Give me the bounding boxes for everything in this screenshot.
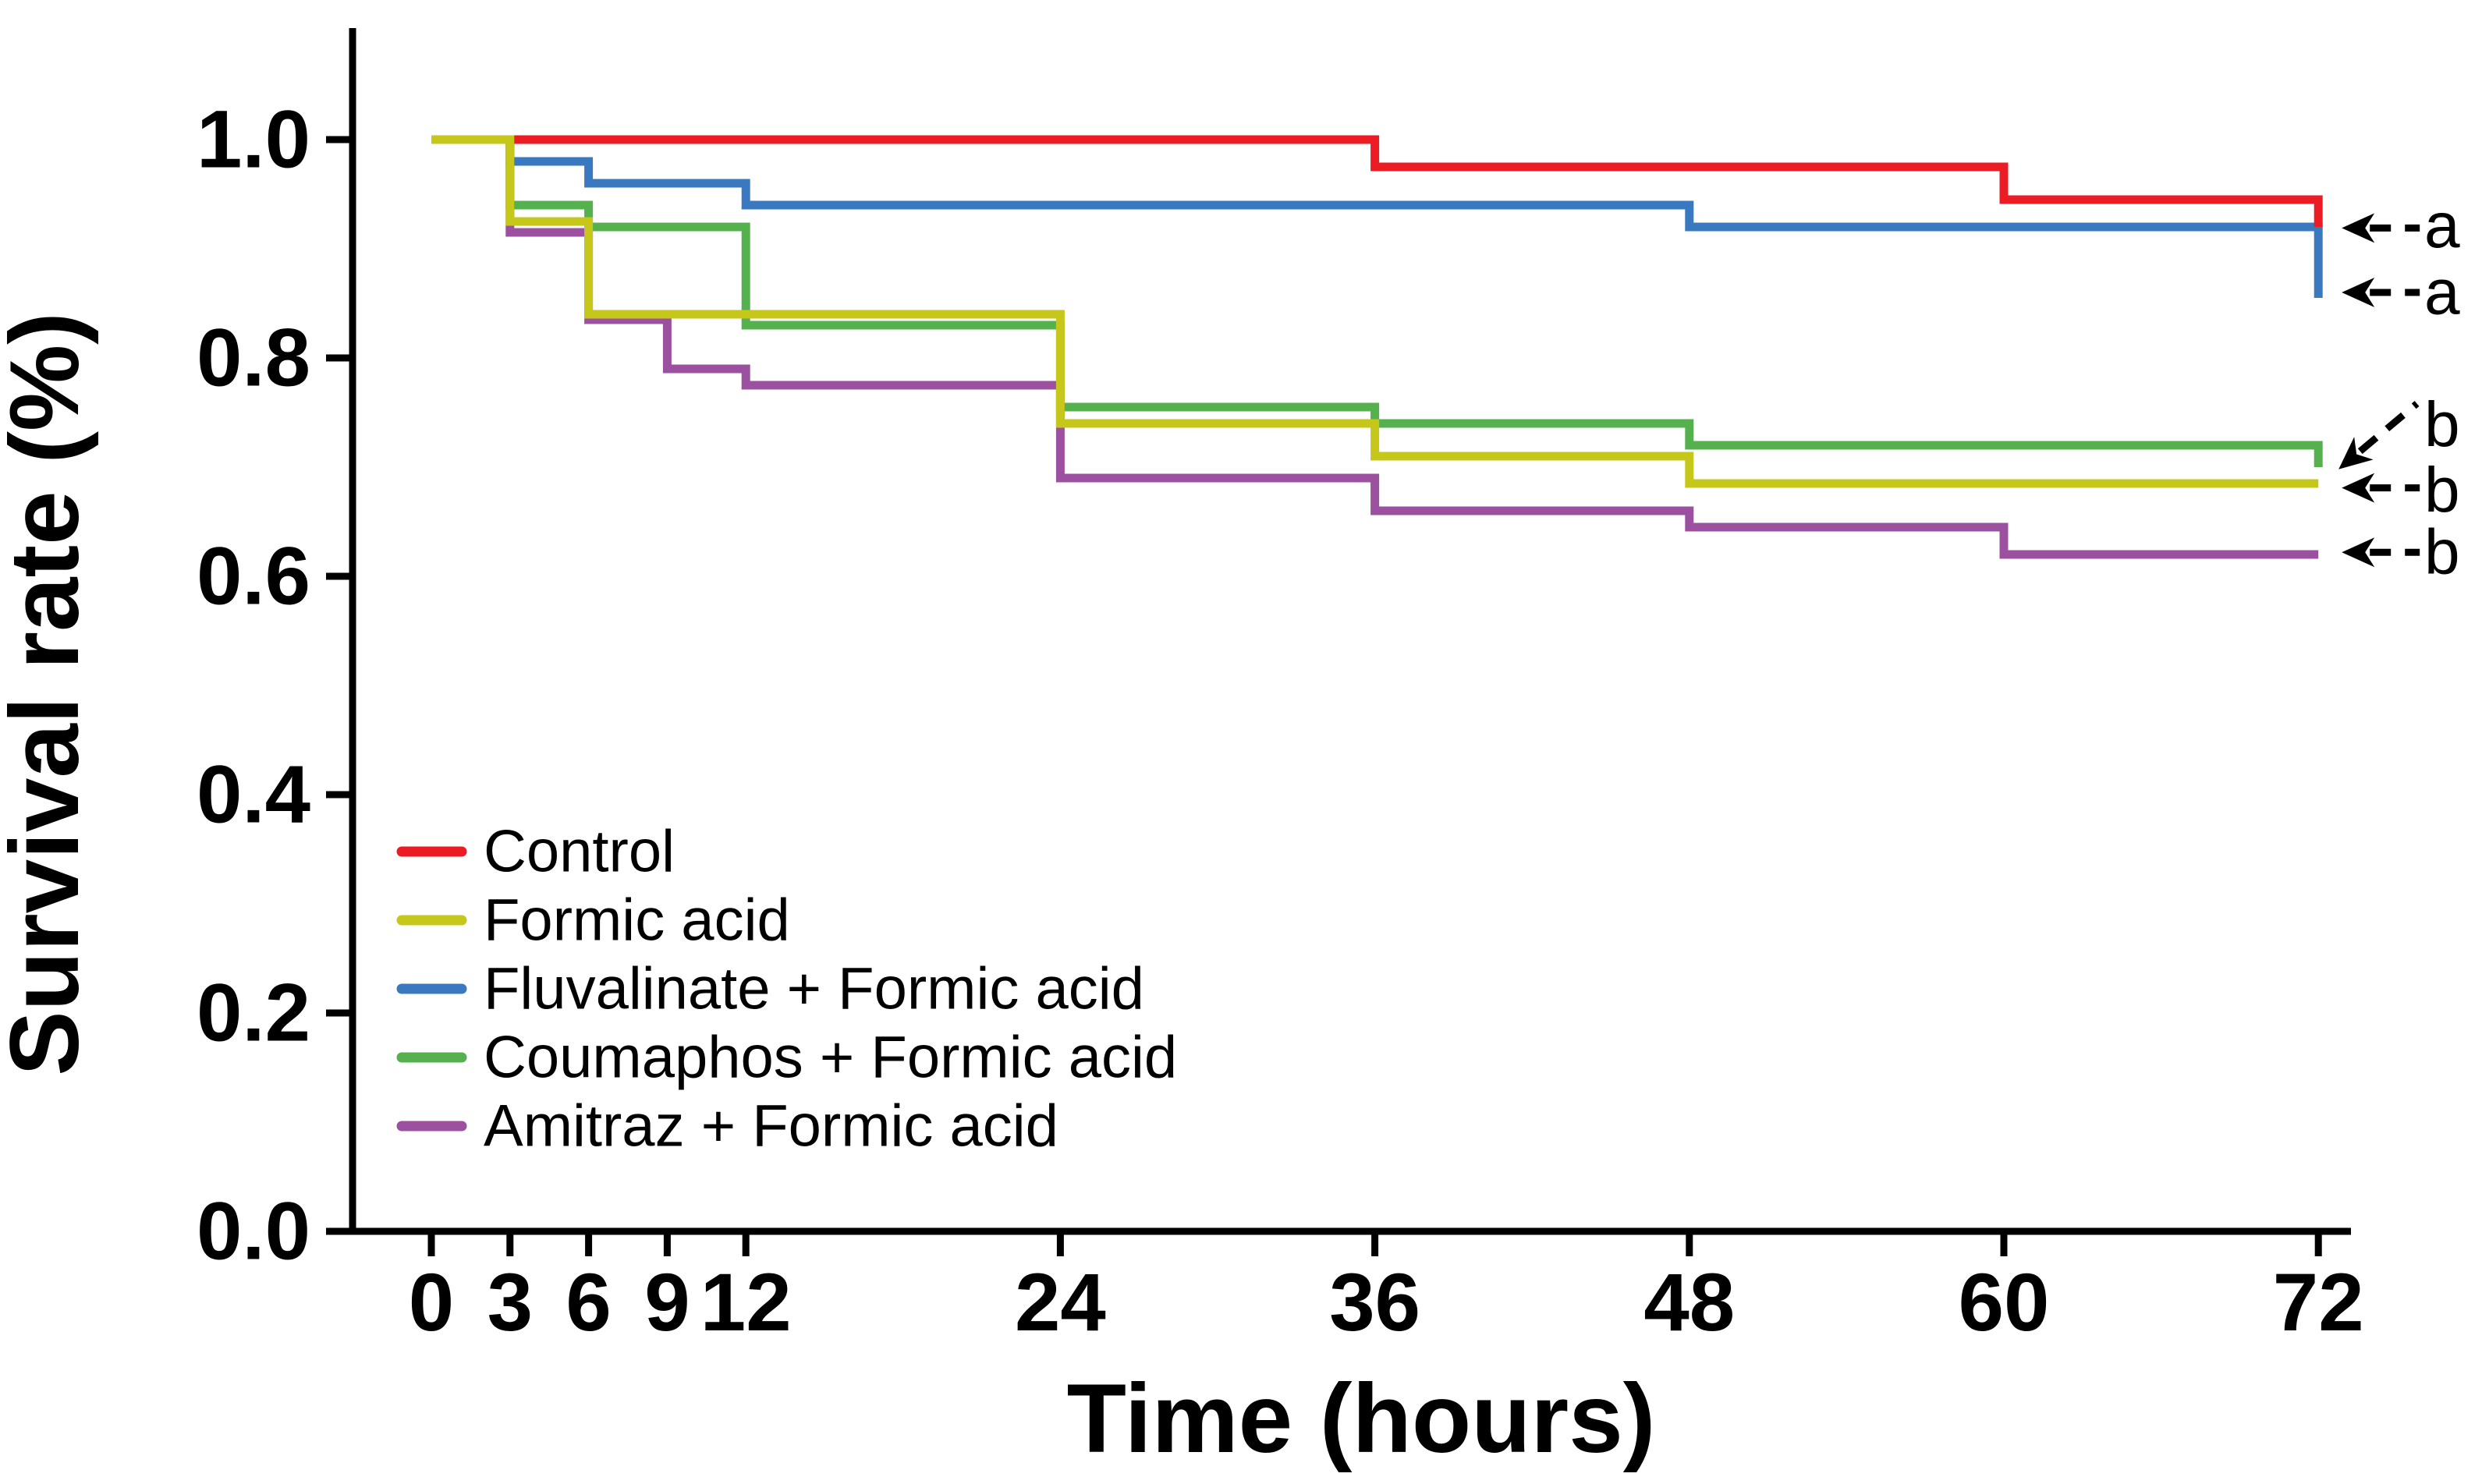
legend-label: Amitraz + Formic acid [484, 1093, 1058, 1160]
significance-letter: b [2424, 517, 2460, 588]
y-axis-title: Survival rate (%) [0, 312, 99, 1076]
x-tick-label: 6 [566, 1257, 611, 1348]
x-tick-label: 3 [488, 1257, 533, 1348]
annotation-arrowhead [2342, 473, 2375, 503]
y-tick-label: 0.4 [197, 749, 310, 841]
annotation-arrowhead [2342, 213, 2375, 243]
x-tick-label: 60 [1959, 1257, 2050, 1348]
annotation-arrowhead [2342, 278, 2375, 307]
x-tick-label: 72 [2273, 1257, 2364, 1348]
legend-item: Amitraz + Formic acid [396, 1093, 1058, 1160]
y-tick-label: 1.0 [197, 94, 310, 186]
series-lines [431, 135, 2323, 559]
annotation-b: b [2342, 517, 2460, 588]
annotation-b: b [2342, 455, 2460, 526]
x-tick-label: 24 [1015, 1257, 1106, 1348]
legend-label: Coumaphos + Formic acid [484, 1025, 1177, 1091]
x-axis-title: Time (hours) [1067, 1365, 1656, 1473]
y-tick-label: 0.2 [197, 968, 310, 1059]
legend-item: Coumaphos + Formic acid [396, 1025, 1177, 1091]
series-line-coumaphos-formic-acid [431, 135, 2323, 467]
y-tick-label: 0.6 [197, 531, 310, 622]
annotation-b: b [2338, 389, 2460, 469]
legend-label: Formic acid [484, 887, 790, 954]
series-line-formic-acid [431, 135, 2319, 488]
series-line-amitraz-formic-acid [431, 135, 2319, 559]
axes: 1.00.80.60.40.20.00 3 6 9 12 24 36 48 60 72 [197, 28, 2364, 1348]
legend-label: Control [484, 819, 675, 885]
x-tick-label: 0 [409, 1257, 454, 1348]
legend-label: Fluvalinate + Formic acid [484, 956, 1144, 1022]
annotation-arrowhead [2342, 537, 2375, 568]
legend-item: Fluvalinate + Formic acid [396, 956, 1144, 1022]
x-tick-label: 48 [1643, 1257, 1735, 1348]
annotation-arrow-tail [2357, 401, 2420, 455]
significance-letter: b [2424, 389, 2460, 460]
significance-letter: a [2424, 257, 2460, 328]
legend-item: Formic acid [396, 887, 790, 954]
significance-letter: a [2424, 190, 2460, 261]
x-tick-label: 12 [700, 1257, 792, 1348]
x-tick-label: 36 [1329, 1257, 1420, 1348]
legend-item: Control [396, 819, 675, 885]
annotation-a: a [2342, 257, 2460, 328]
y-tick-label: 0.0 [197, 1186, 310, 1277]
x-tick-label: 9 [644, 1257, 690, 1348]
y-tick-label: 0.8 [197, 313, 310, 404]
series-line-control [431, 135, 2323, 227]
annotation-arrowhead [2338, 437, 2374, 469]
annotation-a: a [2342, 190, 2460, 261]
significance-letter: b [2424, 455, 2460, 526]
